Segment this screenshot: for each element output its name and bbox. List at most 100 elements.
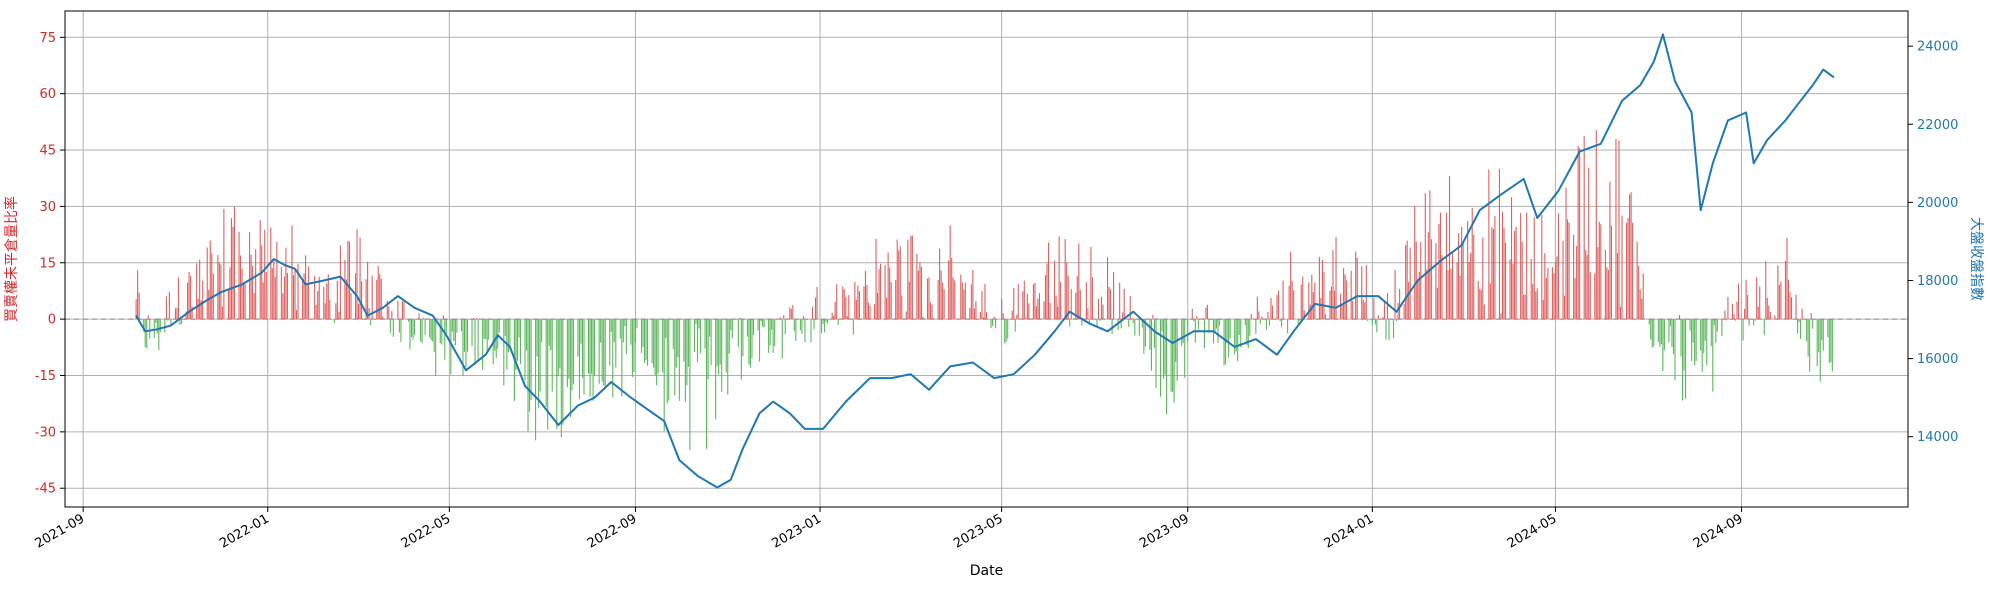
ratio-bar xyxy=(769,319,771,346)
ratio-bar xyxy=(603,319,605,386)
ratio-bar xyxy=(880,263,882,320)
ratio-bar xyxy=(291,225,293,320)
ratio-bar xyxy=(1237,319,1239,362)
ratio-bar xyxy=(1672,319,1675,355)
ratio-bar xyxy=(1333,290,1336,320)
ratio-bar xyxy=(1553,273,1555,320)
ratio-bar xyxy=(255,249,257,320)
ratio-bar xyxy=(1406,240,1408,320)
ratio-bar xyxy=(684,319,686,402)
ratio-bar xyxy=(367,261,369,320)
ratio-bar xyxy=(656,319,658,385)
ratio-bar xyxy=(1132,319,1134,324)
ratio-bar xyxy=(327,274,329,320)
ratio-bar xyxy=(1724,310,1726,320)
ratio-bar xyxy=(771,319,773,330)
ratio-bar xyxy=(1078,243,1080,320)
ratio-bar xyxy=(1768,305,1770,320)
ratio-bar xyxy=(1196,316,1198,320)
ratio-bar xyxy=(1206,304,1208,320)
ratio-bar xyxy=(262,282,264,320)
ratio-bar xyxy=(1619,306,1622,320)
ratio-bar xyxy=(303,273,305,320)
ratio-bar xyxy=(386,300,388,320)
ratio-bar xyxy=(1173,319,1175,403)
ratio-bar xyxy=(866,285,868,320)
ratio-bar xyxy=(757,319,759,331)
ratio-bar xyxy=(984,283,986,320)
ratio-bar xyxy=(831,312,833,320)
ratio-bar xyxy=(418,313,420,320)
ratio-bar xyxy=(1451,252,1454,320)
ratio-bar xyxy=(1291,280,1293,320)
ratio-bar xyxy=(270,227,272,320)
ratio-bar xyxy=(1367,319,1369,322)
ratio-bar xyxy=(1113,271,1115,320)
ratio-bar xyxy=(1748,319,1750,326)
ratio-bar xyxy=(961,282,963,320)
ratio-bar xyxy=(1616,253,1619,320)
ratio-bar xyxy=(1258,311,1260,320)
ratio-bar xyxy=(1229,319,1231,339)
ratio-bar xyxy=(524,319,526,381)
ratio-bar xyxy=(410,319,413,338)
ratio-bar xyxy=(315,305,317,320)
ratio-bar xyxy=(229,267,231,320)
ratio-bar xyxy=(1784,260,1786,320)
ratio-bar xyxy=(1330,286,1333,320)
ratio-bar xyxy=(1704,319,1706,341)
ratio-bar xyxy=(528,319,531,412)
ratio-bar xyxy=(1290,251,1292,320)
ratio-bar xyxy=(1491,227,1493,320)
ratio-bar xyxy=(1022,291,1024,320)
ratio-bar xyxy=(640,319,643,353)
ratio-bar xyxy=(1615,138,1617,320)
ratio-bar xyxy=(833,315,835,320)
ratio-bar xyxy=(292,275,295,320)
ratio-bar xyxy=(1713,319,1715,326)
ratio-bar xyxy=(1725,319,1727,321)
ratio-bar xyxy=(740,319,742,380)
ratio-bar xyxy=(1710,319,1712,347)
ratio-bar xyxy=(1223,319,1225,366)
ratio-bar xyxy=(855,299,857,320)
ratio-bar xyxy=(1544,253,1546,320)
ratio-bar xyxy=(592,319,594,401)
ratio-bar xyxy=(1091,277,1093,320)
ratio-bar xyxy=(1610,225,1612,320)
ratio-bar xyxy=(578,319,581,400)
ratio-bar xyxy=(1054,260,1056,320)
ratio-bar xyxy=(1790,297,1793,320)
ratio-bar xyxy=(846,316,848,320)
ratio-bar xyxy=(1002,313,1004,320)
ratio-bar xyxy=(338,311,340,320)
ratio-bar xyxy=(760,319,762,322)
ratio-bar xyxy=(1047,242,1050,320)
ratio-bar xyxy=(1638,265,1640,320)
ratio-bar xyxy=(1807,319,1809,357)
ratio-bar xyxy=(811,307,814,320)
ratio-bar xyxy=(1467,220,1469,320)
ratio-bar xyxy=(1043,301,1045,320)
ratio-bar xyxy=(371,275,373,320)
ratio-bar xyxy=(1081,319,1083,326)
ratio-bar xyxy=(1144,319,1146,347)
ratio-bar xyxy=(180,319,183,324)
ratio-bar xyxy=(772,319,774,353)
ratio-bar xyxy=(1170,319,1172,392)
ratio-bar xyxy=(699,319,702,354)
ratio-bar xyxy=(217,255,219,320)
ratio-bar xyxy=(799,319,801,331)
ratio-bars xyxy=(135,130,1835,450)
ratio-bar xyxy=(1085,282,1087,320)
ratio-bar xyxy=(836,284,838,320)
ratio-bar xyxy=(1176,319,1178,381)
ratio-bar xyxy=(674,319,676,396)
ratio-bar xyxy=(158,319,160,351)
ratio-bar xyxy=(612,319,614,398)
ratio-bar xyxy=(423,317,425,320)
ratio-bar xyxy=(454,319,456,346)
ratio-bar xyxy=(1297,319,1299,324)
ratio-bar xyxy=(482,319,484,370)
ratio-bar xyxy=(560,319,562,438)
